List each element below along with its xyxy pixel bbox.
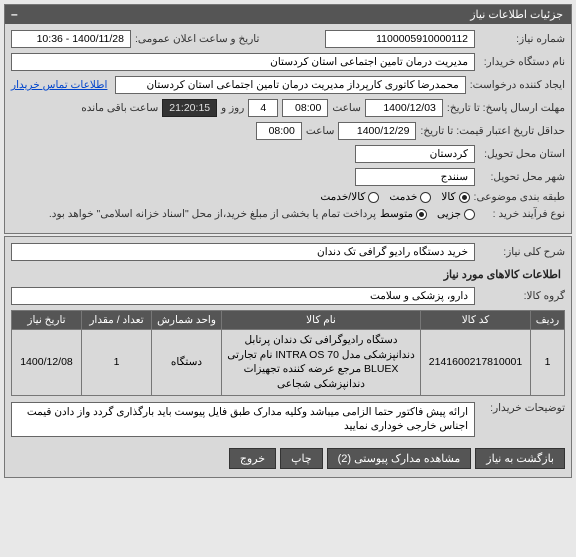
notes-label: توضیحات خریدار: (479, 402, 565, 414)
deadline-label: مهلت ارسال پاسخ: تا تاریخ: (447, 102, 565, 114)
group-value: دارو، پزشکی و سلامت (11, 287, 475, 305)
cell-code: 2141600217810001 (421, 330, 531, 396)
validity-date: 1400/12/29 (338, 122, 416, 140)
process-radio-group: جزیی متوسط (380, 208, 475, 220)
items-section-title: اطلاعات کالاهای مورد نیاز (11, 266, 565, 287)
th-qty: تعداد / مقدار (82, 311, 152, 330)
group-label: گروه کالا: (479, 290, 565, 302)
day-and-label: روز و (221, 102, 244, 114)
time-label-2: ساعت (306, 125, 335, 137)
need-number-label: شماره نیاز: (479, 33, 565, 45)
time-label-1: ساعت (332, 102, 361, 114)
requester-value: محمدرضا کاتوری کارپرداز مدیریت درمان تام… (115, 76, 465, 94)
cell-row: 1 (531, 330, 565, 396)
announce-datetime-label: تاریخ و ساعت اعلان عمومی: (135, 33, 259, 45)
desc-value: خرید دستگاه رادیو گرافی تک دندان (11, 243, 475, 261)
province-label: استان محل تحویل: (479, 148, 565, 160)
th-code: کد کالا (421, 311, 531, 330)
contact-link[interactable]: اطلاعات تماس خریدار (11, 79, 107, 91)
remaining-text: ساعت باقی مانده (81, 102, 158, 114)
attachments-button[interactable]: مشاهده مدارک پیوستی (2) (327, 448, 472, 469)
button-row: خروج چاپ مشاهده مدارک پیوستی (2) بازگشت … (11, 442, 565, 469)
need-details-panel: جزئیات اطلاعات نیاز – شماره نیاز: 110000… (4, 4, 572, 234)
announce-datetime-value: 1400/11/28 - 10:36 (11, 30, 131, 48)
radio-icon (416, 209, 427, 220)
radio-icon (368, 192, 379, 203)
city-label: شهر محل تحویل: (479, 171, 565, 183)
radio-goods[interactable]: کالا (441, 191, 469, 203)
days-remaining: 4 (248, 99, 278, 117)
cell-unit: دستگاه (152, 330, 222, 396)
deadline-date: 1400/12/03 (365, 99, 443, 117)
radio-both[interactable]: کالا/خدمت (320, 191, 379, 203)
radio-icon (459, 192, 470, 203)
buyer-org-value: مدیریت درمان تامین اجتماعی استان کردستان (11, 53, 475, 71)
city-value: سنندج (355, 168, 475, 186)
category-label: طبقه بندی موضوعی: (474, 191, 565, 203)
th-row: ردیف (531, 311, 565, 330)
province-value: کردستان (355, 145, 475, 163)
notes-value: ارائه پیش فاکتور حتما الزامی میباشد وکلی… (11, 402, 475, 437)
th-date: تاریخ نیاز (12, 311, 82, 330)
radio-service[interactable]: خدمت (389, 191, 431, 203)
panel-body: شماره نیاز: 1100005910000112 تاریخ و ساع… (5, 24, 571, 233)
radio-low[interactable]: جزیی (437, 208, 475, 220)
cell-date: 1400/12/08 (12, 330, 82, 396)
deadline-time: 08:00 (282, 99, 328, 117)
radio-mid[interactable]: متوسط (380, 208, 427, 220)
exit-button[interactable]: خروج (229, 448, 276, 469)
print-button[interactable]: چاپ (280, 448, 323, 469)
buyer-org-label: نام دستگاه خریدار: (479, 56, 565, 68)
need-number-value: 1100005910000112 (325, 30, 475, 48)
items-table: ردیف کد کالا نام کالا واحد شمارش تعداد /… (11, 310, 565, 396)
panel-header: جزئیات اطلاعات نیاز – (5, 5, 571, 24)
desc-label: شرح کلی نیاز: (479, 246, 565, 258)
back-button[interactable]: بازگشت به نیاز (475, 448, 565, 469)
cell-name: دستگاه رادیوگرافی تک دندان پرتابل دندانپ… (222, 330, 421, 396)
validity-time: 08:00 (256, 122, 302, 140)
table-header-row: ردیف کد کالا نام کالا واحد شمارش تعداد /… (12, 311, 565, 330)
th-unit: واحد شمارش (152, 311, 222, 330)
collapse-icon[interactable]: – (11, 7, 18, 21)
category-radio-group: کالا خدمت کالا/خدمت (320, 191, 469, 203)
need-items-panel: شرح کلی نیاز: خرید دستگاه رادیو گرافی تک… (4, 236, 572, 478)
radio-icon (420, 192, 431, 203)
countdown-timer: 21:20:15 (162, 99, 217, 117)
panel-title: جزئیات اطلاعات نیاز (470, 9, 563, 21)
panel2-body: شرح کلی نیاز: خرید دستگاه رادیو گرافی تک… (5, 237, 571, 477)
table-row: 1 2141600217810001 دستگاه رادیوگرافی تک … (12, 330, 565, 396)
cell-qty: 1 (82, 330, 152, 396)
th-name: نام کالا (222, 311, 421, 330)
process-label: نوع فرآیند خرید : (479, 208, 565, 220)
radio-icon (464, 209, 475, 220)
validity-label: حداقل تاریخ اعتبار قیمت: تا تاریخ: (420, 125, 565, 137)
requester-label: ایجاد کننده درخواست: (470, 79, 565, 91)
process-note: پرداخت تمام یا بخشی از مبلغ خرید،از محل … (49, 208, 376, 220)
